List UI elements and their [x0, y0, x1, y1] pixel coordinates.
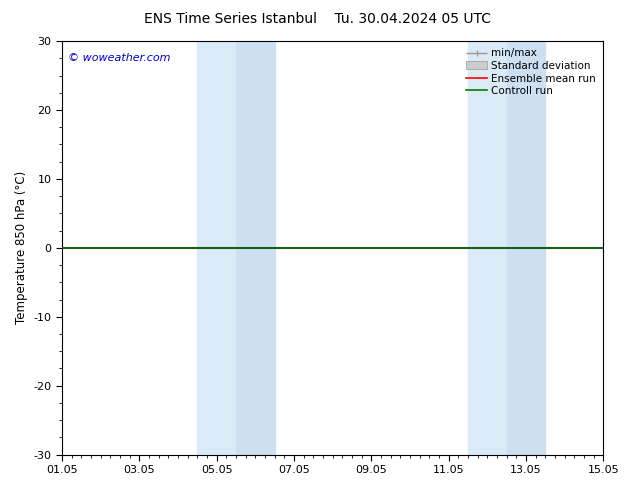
Text: ENS Time Series Istanbul    Tu. 30.04.2024 05 UTC: ENS Time Series Istanbul Tu. 30.04.2024 … [143, 12, 491, 26]
Y-axis label: Temperature 850 hPa (°C): Temperature 850 hPa (°C) [15, 171, 28, 324]
Bar [197, 41, 236, 455]
Text: © woweather.com: © woweather.com [67, 53, 170, 64]
Bar [507, 41, 545, 455]
Bar [236, 41, 275, 455]
Legend: min/max, Standard deviation, Ensemble mean run, Controll run: min/max, Standard deviation, Ensemble me… [464, 46, 598, 98]
Bar [468, 41, 507, 455]
